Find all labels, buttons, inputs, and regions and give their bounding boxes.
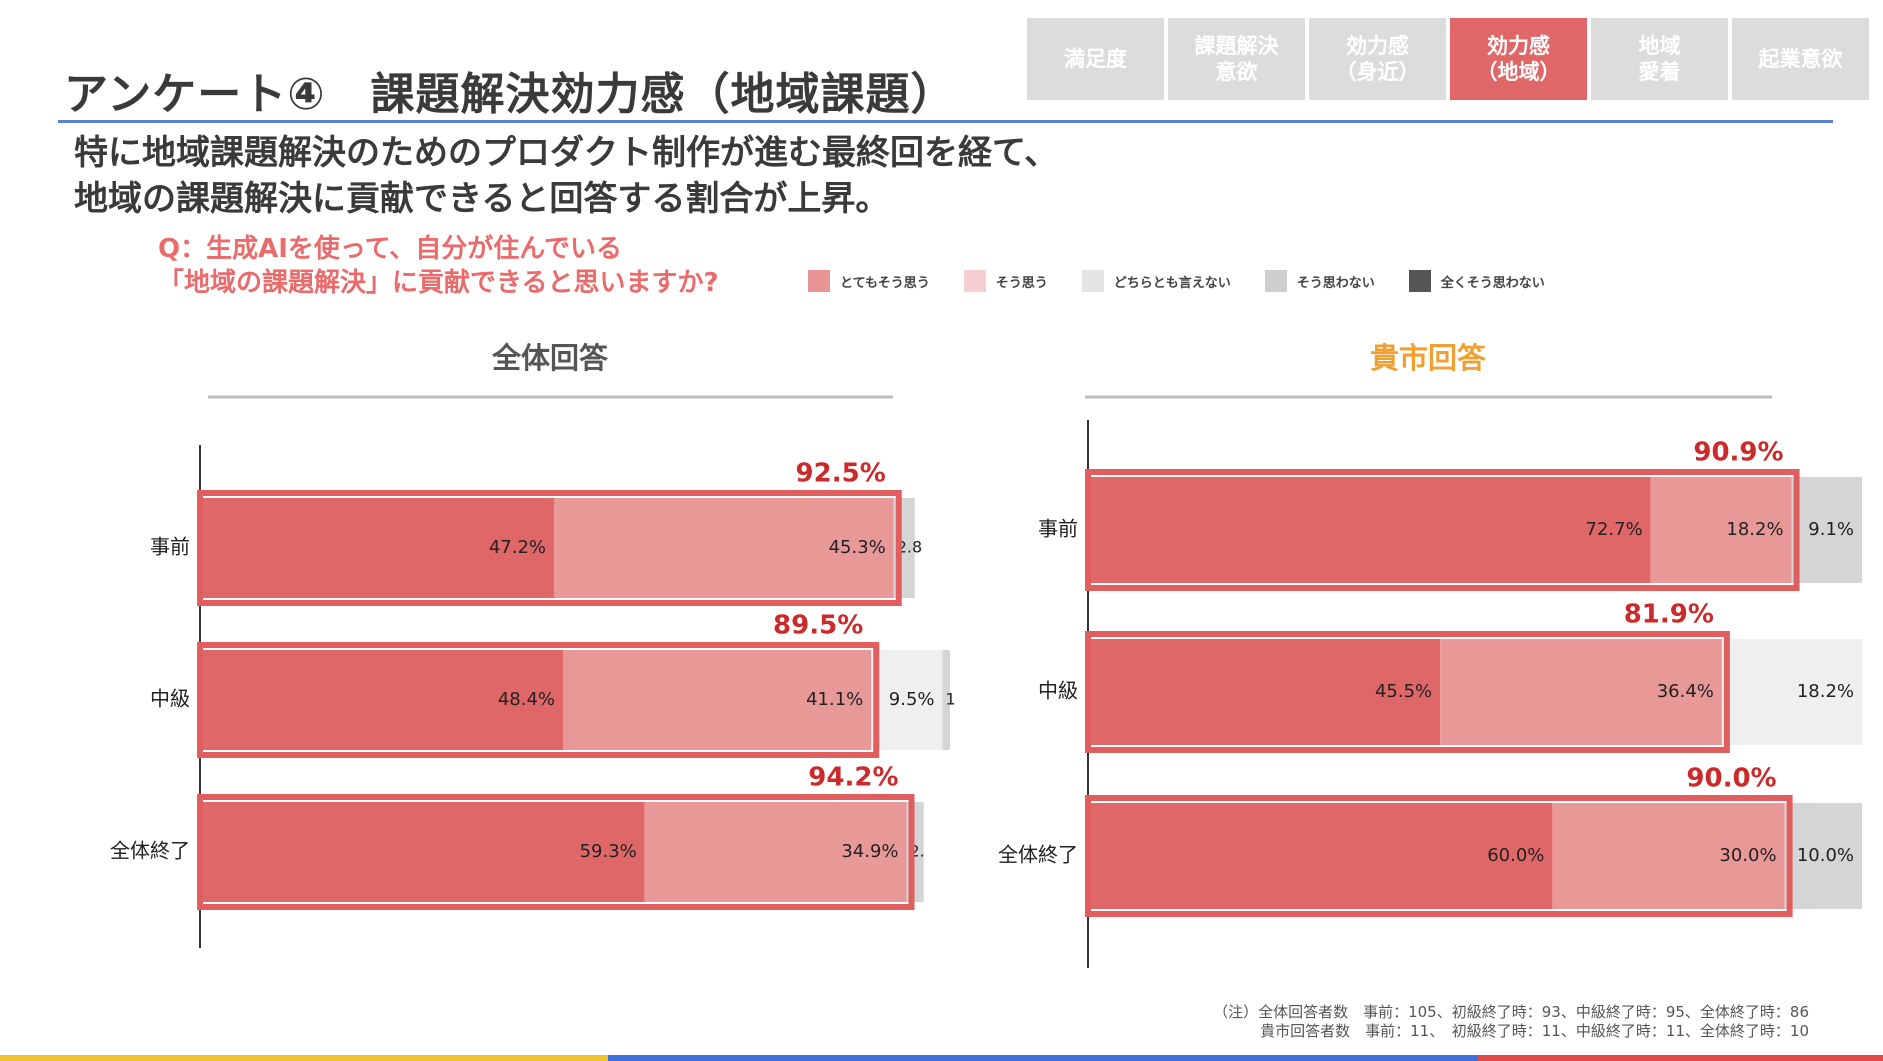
value-label: 45.3% [829,537,886,558]
value-label: 36.4% [1657,681,1714,702]
value-label: 48.4% [498,689,555,710]
legend-label: 全くそう思わない [1440,275,1545,291]
category-label: 全体終了 [998,843,1078,867]
legend-item: そう思う [963,270,1048,292]
headline-line-2: 地域の課題解決に貢献できると回答する割合が上昇。 [74,179,890,219]
footer-bar-blue [608,1055,1478,1061]
bar-segment [1721,639,1862,745]
agree-total-label: 89.5% [773,611,863,641]
legend-label: とてもそう思う [840,275,930,291]
bar-segment [1791,477,1862,583]
bar-segment [200,650,563,750]
category-label: 全体終了 [110,839,190,863]
bar-segment [942,650,950,750]
headline-line-1: 特に地域課題解決のためのプロダクト制作が進む最終回を経て、 [74,133,1059,173]
agree-total-label: 81.9% [1624,600,1714,630]
question-line-2: 「地域の課題解決」に貢献できると思いますか? [158,268,719,298]
value-label: 60.0% [1487,845,1544,866]
bar-segment [1440,639,1722,745]
agree-total-label: 90.0% [1686,764,1776,794]
value-label: 9.5% [889,689,935,710]
notes-line-2: 貴市回答者数 事前：11、 初級終了時：11、中級終了時：11、全体終了時：10 [1260,1022,1809,1040]
legend-swatch [808,270,830,292]
agree-total-label: 94.2% [808,763,898,793]
legend-label: そう思う [995,275,1048,291]
legend-item: 全くそう思わない [1408,270,1545,292]
bar-segment [1784,803,1862,909]
legend-swatch [963,270,986,292]
respondent-notes: （注）全体回答者数 事前：105、初級終了時：93、中級終了時：95、全体終了時… [1213,1003,1809,1041]
agree-highlight-frame [197,490,902,606]
bar-segment [563,650,872,750]
value-label: 47.2% [489,537,546,558]
value-label: 72.7% [1586,519,1643,540]
footer-bar-red [1478,1055,1883,1061]
chart-legend: とてもそう思う そう思う どちらとも言えない そう思わない 全くそう思わない [808,270,1579,292]
bar-segment [200,498,554,598]
title-divider [58,120,1833,123]
legend-swatch [1408,270,1431,292]
agree-total-label: 92.5% [796,459,886,489]
bar-segment [1650,477,1792,583]
agree-highlight-frame [1085,795,1793,917]
legend-item: とてもそう思う [808,270,930,292]
value-label: 1 [946,690,956,709]
bar-segment [554,498,894,598]
chart-title: 全体回答 [491,341,609,375]
notes-line-1: （注）全体回答者数 事前：105、初級終了時：93、中級終了時：95、全体終了時… [1213,1003,1809,1021]
value-label: 10.0% [1797,845,1854,866]
headline: 特に地域課題解決のためのプロダクト制作が進む最終回を経て、 地域の課題解決に貢献… [74,130,1058,222]
tab-regional-attachment[interactable]: 地域 愛着 [1591,18,1728,100]
legend-item: どちらとも言えない [1081,270,1231,292]
agree-highlight-frame [197,642,880,758]
value-label: 59.3% [580,841,637,862]
bar-segment [644,802,907,902]
agree-highlight-frame [197,794,915,910]
bar-segment [1088,639,1441,745]
value-label: 34.9% [841,841,898,862]
value-label: 2.8 [897,538,922,557]
value-label: 18.2% [1726,519,1783,540]
tab-efficacy-local[interactable]: 効力感 （身近） [1309,18,1446,100]
category-label: 中級 [1038,679,1078,703]
tab-efficacy-region[interactable]: 効力感 （地域） [1450,18,1587,100]
bar-segment [1088,477,1651,583]
value-label: 30.0% [1719,845,1776,866]
value-label: 41.1% [806,689,863,710]
bar-segment [1552,803,1785,909]
tab-problem-solving-motivation[interactable]: 課題解決 意欲 [1168,18,1305,100]
category-label: 事前 [150,535,190,559]
legend-swatch [1264,270,1287,292]
chart-title: 貴市回答 [1370,341,1487,375]
agree-highlight-frame [1085,631,1730,753]
legend-label: そう思わない [1296,275,1375,291]
survey-question: Q：生成AIを使って、自分が住んでいる 「地域の課題解決」に貢献できると思います… [158,232,719,300]
legend-item: そう思わない [1264,270,1375,292]
bar-segment [200,802,645,902]
question-line-1: Q：生成AIを使って、自分が住んでいる [158,234,622,264]
legend-label: どちらとも言えない [1113,275,1231,291]
section-tabs: 満足度 課題解決 意欲 効力感 （身近） 効力感 （地域） 地域 愛着 起業意欲 [1027,18,1869,100]
value-label: 9.1% [1808,519,1854,540]
category-label: 事前 [1038,517,1078,541]
tab-satisfaction[interactable]: 満足度 [1027,18,1164,100]
tab-entrepreneurship[interactable]: 起業意欲 [1732,18,1869,100]
agree-total-label: 90.9% [1693,438,1783,468]
value-label: 18.2% [1797,681,1854,702]
footer-bar-yellow [0,1055,608,1061]
legend-swatch [1081,270,1104,292]
page-title: アンケート④ 課題解決効力感（地域課題） [64,69,956,120]
bar-segment [871,650,943,750]
bar-segment [1088,803,1553,909]
agree-highlight-frame [1085,469,1800,591]
value-label: 45.5% [1375,681,1432,702]
category-label: 中級 [150,687,190,711]
